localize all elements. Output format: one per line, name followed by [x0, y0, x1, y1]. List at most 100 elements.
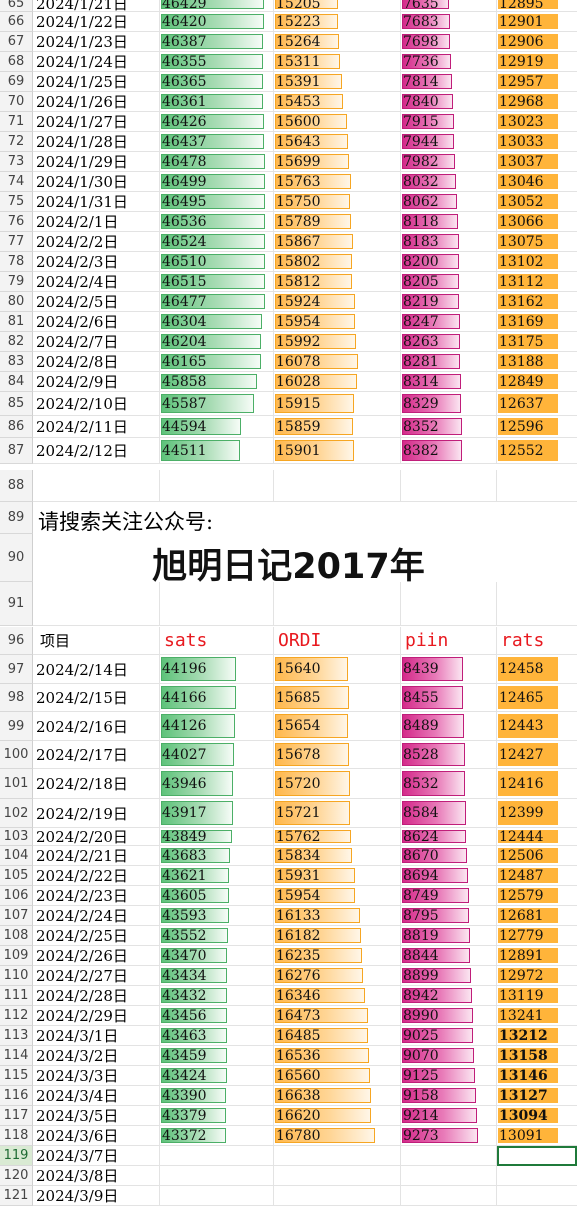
piin-cell[interactable]: 8584 — [401, 799, 497, 828]
sats-cell[interactable]: 43946 — [160, 769, 274, 799]
date-cell[interactable]: 2024/2/27日 — [33, 966, 160, 986]
header-cell[interactable]: ORDI — [274, 627, 401, 655]
sats-cell[interactable]: 46515 — [160, 272, 274, 292]
ordi-cell[interactable]: 16620 — [274, 1106, 401, 1126]
date-cell[interactable]: 2024/2/23日 — [33, 886, 160, 906]
row-number[interactable]: 100 — [0, 741, 33, 769]
date-cell[interactable]: 2024/2/9日 — [33, 372, 160, 392]
empty-cell[interactable] — [497, 470, 577, 502]
ordi-cell[interactable]: 15789 — [274, 212, 401, 232]
sats-cell[interactable]: 44126 — [160, 712, 274, 741]
date-cell[interactable]: 2024/1/24日 — [33, 52, 160, 72]
rats-cell[interactable]: 12906 — [497, 32, 577, 52]
row-number[interactable]: 83 — [0, 352, 33, 372]
row-number[interactable]: 78 — [0, 252, 33, 272]
piin-cell[interactable]: 8200 — [401, 252, 497, 272]
rats-cell[interactable]: 12681 — [497, 906, 577, 926]
empty-cell[interactable] — [497, 582, 577, 626]
ordi-cell[interactable]: 15643 — [274, 132, 401, 152]
date-cell[interactable]: 2024/1/23日 — [33, 32, 160, 52]
sats-cell[interactable]: 46387 — [160, 32, 274, 52]
ordi-cell[interactable]: 15954 — [274, 312, 401, 332]
date-cell[interactable]: 2024/2/22日 — [33, 866, 160, 886]
sats-cell[interactable]: 43463 — [160, 1026, 274, 1046]
rats-cell[interactable]: 13094 — [497, 1106, 577, 1126]
date-cell[interactable]: 2024/2/3日 — [33, 252, 160, 272]
date-cell[interactable]: 2024/2/17日 — [33, 741, 160, 769]
date-cell[interactable]: 2024/2/12日 — [33, 438, 160, 464]
rats-cell[interactable]: 12891 — [497, 946, 577, 966]
ordi-cell[interactable]: 15859 — [274, 416, 401, 438]
rats-cell[interactable]: 13033 — [497, 132, 577, 152]
piin-cell[interactable]: 7736 — [401, 52, 497, 72]
row-number[interactable]: 109 — [0, 946, 33, 966]
piin-cell[interactable]: 8263 — [401, 332, 497, 352]
rats-cell[interactable] — [497, 1186, 577, 1206]
piin-cell[interactable]: 8942 — [401, 986, 497, 1006]
sats-cell[interactable]: 44027 — [160, 741, 274, 769]
piin-cell[interactable]: 8489 — [401, 712, 497, 741]
ordi-cell[interactable]: 16536 — [274, 1046, 401, 1066]
date-cell[interactable]: 2024/2/1日 — [33, 212, 160, 232]
piin-cell[interactable]: 8118 — [401, 212, 497, 232]
row-number[interactable]: 120 — [0, 1166, 33, 1186]
ordi-cell[interactable]: 15699 — [274, 152, 401, 172]
date-cell[interactable]: 2024/1/29日 — [33, 152, 160, 172]
sats-cell[interactable]: 43456 — [160, 1006, 274, 1026]
row-number[interactable]: 115 — [0, 1066, 33, 1086]
header-label-cell[interactable]: 项目 — [33, 627, 160, 655]
piin-cell[interactable]: 9214 — [401, 1106, 497, 1126]
sats-cell[interactable]: 46495 — [160, 192, 274, 212]
piin-cell[interactable]: 8439 — [401, 655, 497, 684]
rats-cell[interactable]: 12579 — [497, 886, 577, 906]
piin-cell[interactable]: 8329 — [401, 392, 497, 416]
ordi-cell[interactable]: 15678 — [274, 741, 401, 769]
empty-cell[interactable] — [274, 1146, 401, 1166]
row-number[interactable]: 107 — [0, 906, 33, 926]
sats-cell[interactable]: 46510 — [160, 252, 274, 272]
date-cell[interactable]: 2024/2/10日 — [33, 392, 160, 416]
ordi-cell[interactable]: 16182 — [274, 926, 401, 946]
piin-cell[interactable]: 9273 — [401, 1126, 497, 1146]
rats-cell[interactable]: 12458 — [497, 655, 577, 684]
sats-cell[interactable]: 46478 — [160, 152, 274, 172]
piin-cell[interactable]: 7915 — [401, 112, 497, 132]
date-cell[interactable]: 2024/3/1日 — [33, 1026, 160, 1046]
sats-cell[interactable]: 46524 — [160, 232, 274, 252]
sats-cell[interactable]: 46355 — [160, 52, 274, 72]
date-cell[interactable]: 2024/1/31日 — [33, 192, 160, 212]
piin-cell[interactable]: 8247 — [401, 312, 497, 332]
rats-cell[interactable]: 13188 — [497, 352, 577, 372]
row-number[interactable]: 75 — [0, 192, 33, 212]
date-cell[interactable]: 2024/1/28日 — [33, 132, 160, 152]
row-number[interactable]: 85 — [0, 392, 33, 416]
row-number[interactable]: 105 — [0, 866, 33, 886]
sats-cell[interactable]: 43683 — [160, 846, 274, 866]
piin-cell[interactable]: 8382 — [401, 438, 497, 464]
ordi-cell[interactable]: 16780 — [274, 1126, 401, 1146]
rats-cell[interactable]: 12779 — [497, 926, 577, 946]
sats-cell[interactable]: 44511 — [160, 438, 274, 464]
sats-cell[interactable]: 43917 — [160, 799, 274, 828]
row-number[interactable]: 103 — [0, 828, 33, 846]
empty-cell[interactable] — [160, 1166, 274, 1186]
row-number[interactable]: 118 — [0, 1126, 33, 1146]
sats-cell[interactable]: 43379 — [160, 1106, 274, 1126]
date-cell[interactable]: 2024/2/28日 — [33, 986, 160, 1006]
rats-cell[interactable]: 13091 — [497, 1126, 577, 1146]
piin-cell[interactable]: 7635 — [401, 0, 497, 12]
piin-cell[interactable]: 9070 — [401, 1046, 497, 1066]
piin-cell[interactable]: 8062 — [401, 192, 497, 212]
piin-cell[interactable]: 8532 — [401, 769, 497, 799]
piin-cell[interactable]: 8314 — [401, 372, 497, 392]
rats-cell[interactable]: 13158 — [497, 1046, 577, 1066]
rats-cell[interactable]: 13127 — [497, 1086, 577, 1106]
rats-cell[interactable]: 13066 — [497, 212, 577, 232]
sats-cell[interactable]: 46361 — [160, 92, 274, 112]
ordi-cell[interactable]: 15654 — [274, 712, 401, 741]
sats-cell[interactable]: 46437 — [160, 132, 274, 152]
date-cell[interactable]: 2024/3/7日 — [33, 1146, 160, 1166]
piin-cell[interactable]: 9158 — [401, 1086, 497, 1106]
empty-cell[interactable] — [33, 470, 160, 502]
sats-cell[interactable]: 46499 — [160, 172, 274, 192]
